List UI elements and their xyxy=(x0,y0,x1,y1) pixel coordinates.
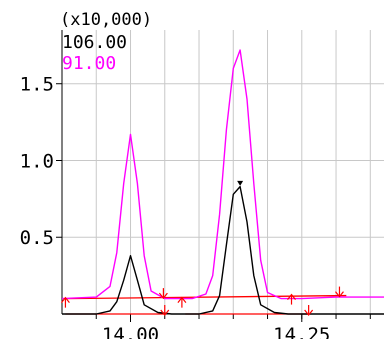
integration-arrow-marker xyxy=(177,296,187,308)
series-line-91-00 xyxy=(61,49,384,300)
arrow-head xyxy=(304,309,314,316)
integration-arrow-marker xyxy=(334,286,344,298)
arrow-head xyxy=(287,293,296,300)
y-scale-label: (x10,000) xyxy=(60,10,152,30)
legend-entry-106: 106.00 xyxy=(62,32,127,53)
tick-layer: 14.00 14.25 0.5 1.0 1.5 xyxy=(20,74,371,339)
grid-layer xyxy=(62,30,384,314)
integration-baseline xyxy=(65,294,347,300)
peak-top-marker xyxy=(237,180,244,186)
y-tick-label: 1.0 xyxy=(20,150,54,172)
legend-entry-91: 91.00 xyxy=(62,53,116,74)
integration-arrow-marker xyxy=(158,288,168,300)
y-tick-label: 0.5 xyxy=(20,227,54,249)
y-tick-label: 1.5 xyxy=(20,74,54,96)
marker-layer xyxy=(60,180,344,316)
series-layer xyxy=(61,49,384,315)
arrow-head xyxy=(158,292,168,300)
integration-arrow-marker xyxy=(287,293,296,305)
series-line-106-00 xyxy=(62,185,384,315)
arrow-head xyxy=(334,291,344,298)
integration-arrow-marker xyxy=(304,305,314,316)
x-tick-label: 14.00 xyxy=(102,324,159,339)
arrow-head xyxy=(160,309,170,316)
integration-arrow-marker xyxy=(60,296,70,308)
arrow-head xyxy=(60,296,70,304)
integration-arrow-marker xyxy=(160,305,170,316)
x-tick-label: 14.25 xyxy=(273,324,330,339)
arrow-head xyxy=(177,296,187,304)
